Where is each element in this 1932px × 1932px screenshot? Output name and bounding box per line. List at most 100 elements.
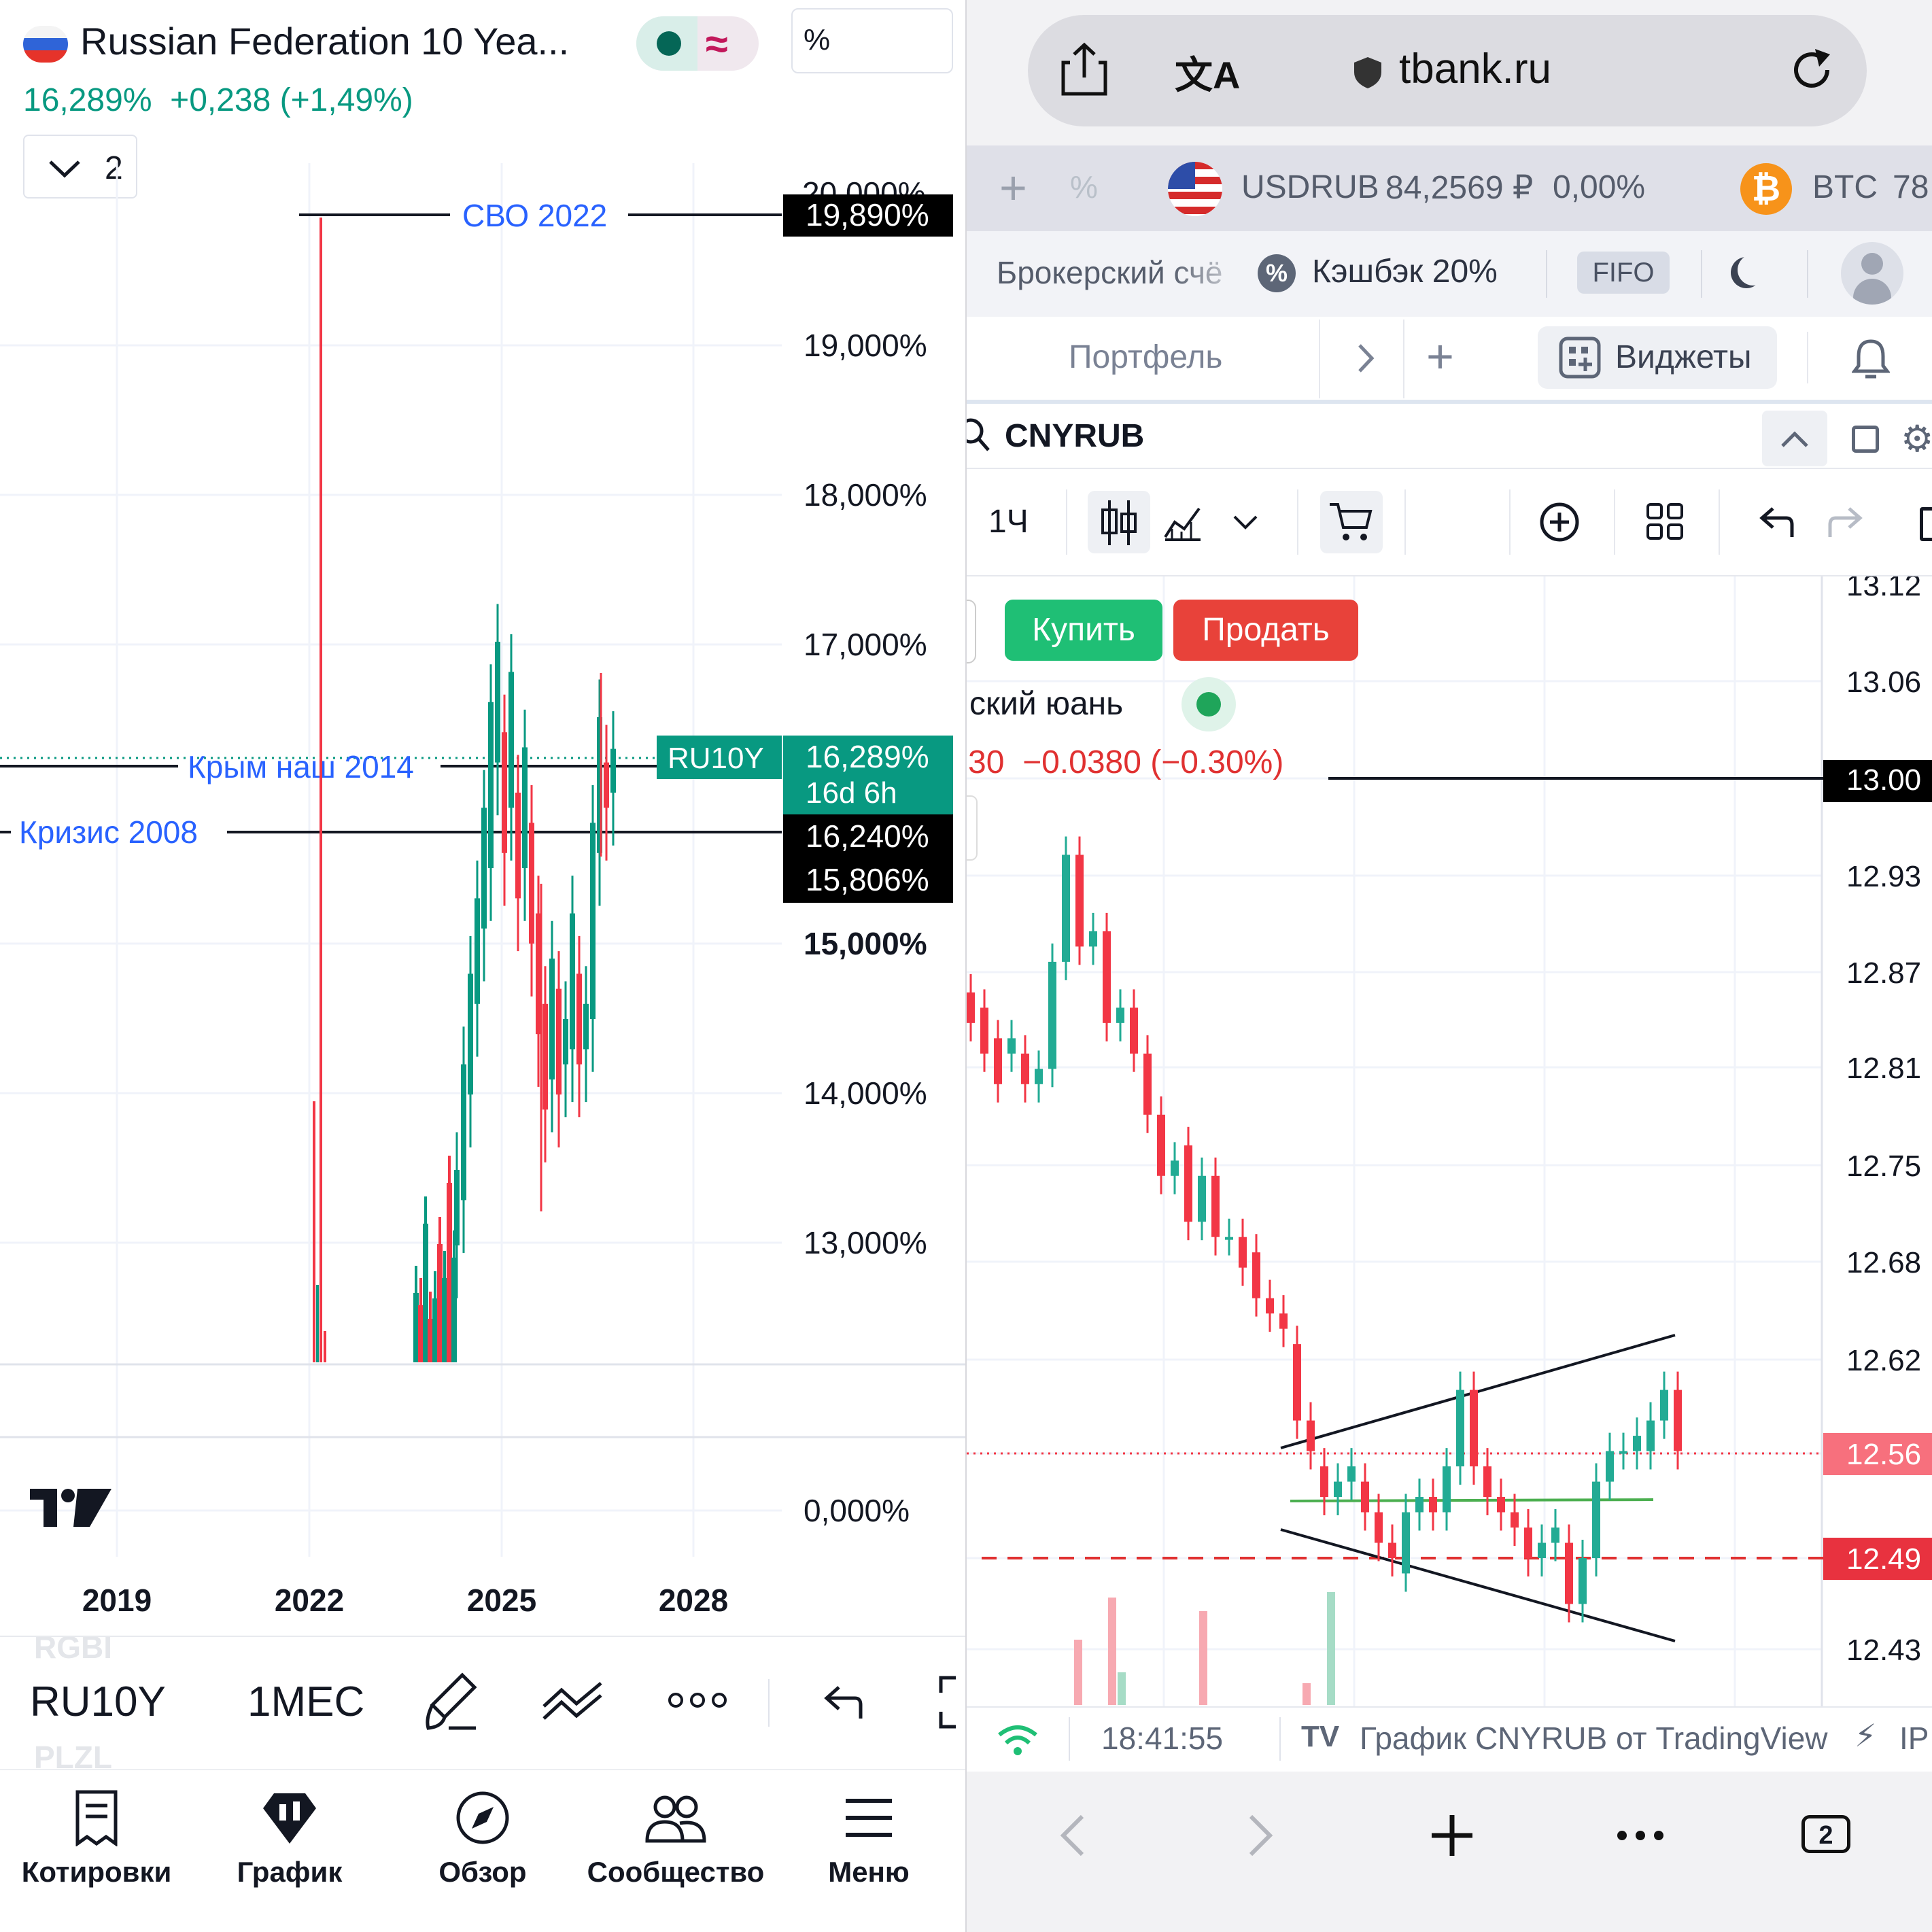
bell-icon[interactable]	[1852, 337, 1890, 379]
btc-price: 78	[1893, 169, 1929, 205]
support-tag-bg	[1823, 1538, 1932, 1580]
usdrub-change: 0,00%	[1553, 169, 1646, 205]
candle-body	[1402, 1512, 1410, 1574]
candle-body	[1375, 1512, 1383, 1543]
tab-quotes[interactable]: Котировки	[1, 1781, 192, 1917]
candle-body	[418, 1305, 424, 1362]
clock-time: 18:41:55	[1101, 1721, 1224, 1756]
candle-body	[583, 1003, 589, 1050]
candle-body	[1674, 1390, 1682, 1451]
volume-bar	[1327, 1592, 1335, 1705]
portfolio-tab[interactable]: Портфель	[1069, 339, 1223, 375]
avatar[interactable]	[1841, 242, 1903, 305]
area-chart-icon[interactable]	[1162, 502, 1203, 542]
candle-body	[590, 823, 596, 1019]
back-icon[interactable]	[1059, 1814, 1086, 1857]
maximize-icon[interactable]	[1852, 426, 1879, 453]
add-ticker-icon[interactable]: +	[999, 161, 1027, 214]
fullscreen-icon[interactable]	[938, 1675, 965, 1729]
tab-chart[interactable]: График	[194, 1781, 385, 1917]
cnyrub-chart[interactable]: 13.12 13.06 12.93 12.87 12.81 12.75 12.68 12.62…	[967, 576, 1932, 1708]
channel-lower-line	[1280, 1528, 1676, 1642]
usdrub-symbol[interactable]: USDRUB	[1241, 169, 1379, 205]
candle-body	[451, 1258, 457, 1362]
market-status-toggle[interactable]: ≈	[636, 16, 759, 71]
percent-toggle-icon[interactable]: %	[1070, 169, 1098, 205]
widgets-icon	[1559, 337, 1601, 379]
x-tick-label: 2022	[275, 1583, 344, 1618]
symbol-selector[interactable]: RU10Y	[30, 1678, 166, 1725]
candles-style-button[interactable]	[1088, 491, 1150, 553]
candle-body	[481, 808, 487, 929]
level-tag-bg	[1823, 760, 1932, 802]
settings-gear-icon[interactable]: ⚙	[1901, 419, 1932, 460]
tabs-switcher-button[interactable]: 2	[1801, 1815, 1850, 1853]
undo-icon[interactable]	[1757, 504, 1795, 540]
separator	[1719, 489, 1720, 555]
tradingview-logo-icon[interactable]	[30, 1489, 111, 1530]
tab-menu[interactable]: Меню	[774, 1781, 964, 1917]
add-tab-icon[interactable]: +	[1426, 330, 1454, 383]
undo-icon[interactable]	[820, 1683, 863, 1721]
fifo-badge[interactable]: FIFO	[1577, 252, 1670, 294]
tab-compass[interactable]: Обзор	[387, 1781, 578, 1917]
translate-icon[interactable]: 文A	[1175, 54, 1241, 97]
candle-body	[1415, 1497, 1424, 1513]
candle-body	[1048, 961, 1056, 1069]
candle-body	[1184, 1145, 1192, 1222]
more-options-icon[interactable]	[666, 1690, 729, 1710]
crisis-price-tag: 16,240%	[806, 818, 929, 854]
cashback-label[interactable]: Кэшбэк 20%	[1312, 254, 1498, 290]
redo-icon[interactable]	[1827, 504, 1865, 540]
candle-body	[1266, 1298, 1274, 1314]
share-icon[interactable]	[1060, 42, 1108, 97]
candle-body	[508, 672, 514, 808]
collapse-button[interactable]	[1762, 411, 1827, 466]
symbol-search-input[interactable]: CNYRUB	[1005, 418, 1145, 454]
search-icon[interactable]	[967, 416, 991, 454]
chevron-right-icon[interactable]	[1356, 343, 1376, 374]
candle-body	[1198, 1175, 1206, 1222]
candle-body	[413, 1293, 419, 1362]
candle-body	[1279, 1313, 1288, 1329]
brush-icon[interactable]	[421, 1671, 479, 1732]
interval-collapse-button[interactable]: 2	[23, 135, 137, 199]
reload-icon[interactable]	[1789, 48, 1834, 92]
candle-body	[468, 973, 473, 1094]
split-divider[interactable]	[965, 0, 967, 1932]
bottom-tabbar: Котировки График Обзор Сообщество Меню	[0, 1781, 965, 1932]
hidden-button-edge[interactable]	[967, 600, 976, 663]
tab-community[interactable]: Сообщество	[581, 1781, 771, 1917]
candle-body	[1443, 1466, 1451, 1513]
layout-grid-icon[interactable]	[1645, 502, 1686, 542]
snapshot-icon[interactable]	[1920, 507, 1932, 541]
interval-selector[interactable]: 1МЕС	[247, 1678, 365, 1725]
forward-icon[interactable]	[1247, 1814, 1274, 1857]
sell-button[interactable]: Продать	[1173, 600, 1358, 661]
new-tab-icon[interactable]	[1429, 1812, 1475, 1859]
chevron-down-icon[interactable]	[1232, 514, 1259, 532]
add-indicator-icon[interactable]	[1538, 500, 1581, 544]
moon-icon[interactable]	[1738, 254, 1769, 286]
symbol-title[interactable]: Russian Federation 10 Yea...	[80, 20, 570, 63]
candle-body	[1429, 1497, 1437, 1513]
ru10y-chart[interactable]: 20,000% СВО 2022 Крым наш 2014 Кризис 20…	[0, 163, 965, 1618]
more-menu-icon[interactable]	[1615, 1829, 1666, 1842]
chart-source-link[interactable]: График CNYRUB от TradingView	[1360, 1721, 1828, 1756]
y-axis: 13.12 13.06 12.93 12.87 12.81 12.75 12.68 12.62…	[1846, 576, 1921, 1667]
candle-body	[570, 913, 575, 1050]
interval-button[interactable]: 1Ч	[988, 504, 1029, 540]
address-bar[interactable]	[1028, 15, 1867, 126]
url-text[interactable]: tbank.ru	[1399, 46, 1552, 92]
separator	[1297, 489, 1298, 555]
widgets-button[interactable]: Виджеты	[1538, 326, 1777, 389]
btc-symbol[interactable]: BTC	[1812, 169, 1878, 205]
candle-body	[549, 959, 555, 1080]
candle-body	[1551, 1528, 1559, 1543]
buy-button[interactable]: Купить	[1005, 600, 1162, 661]
legend-toggle-edge[interactable]	[967, 795, 978, 861]
currency-box[interactable]: %	[791, 8, 953, 73]
trade-cart-button[interactable]	[1320, 491, 1383, 553]
chevron-up-icon	[1781, 431, 1808, 447]
indicators-icon[interactable]	[541, 1679, 604, 1723]
